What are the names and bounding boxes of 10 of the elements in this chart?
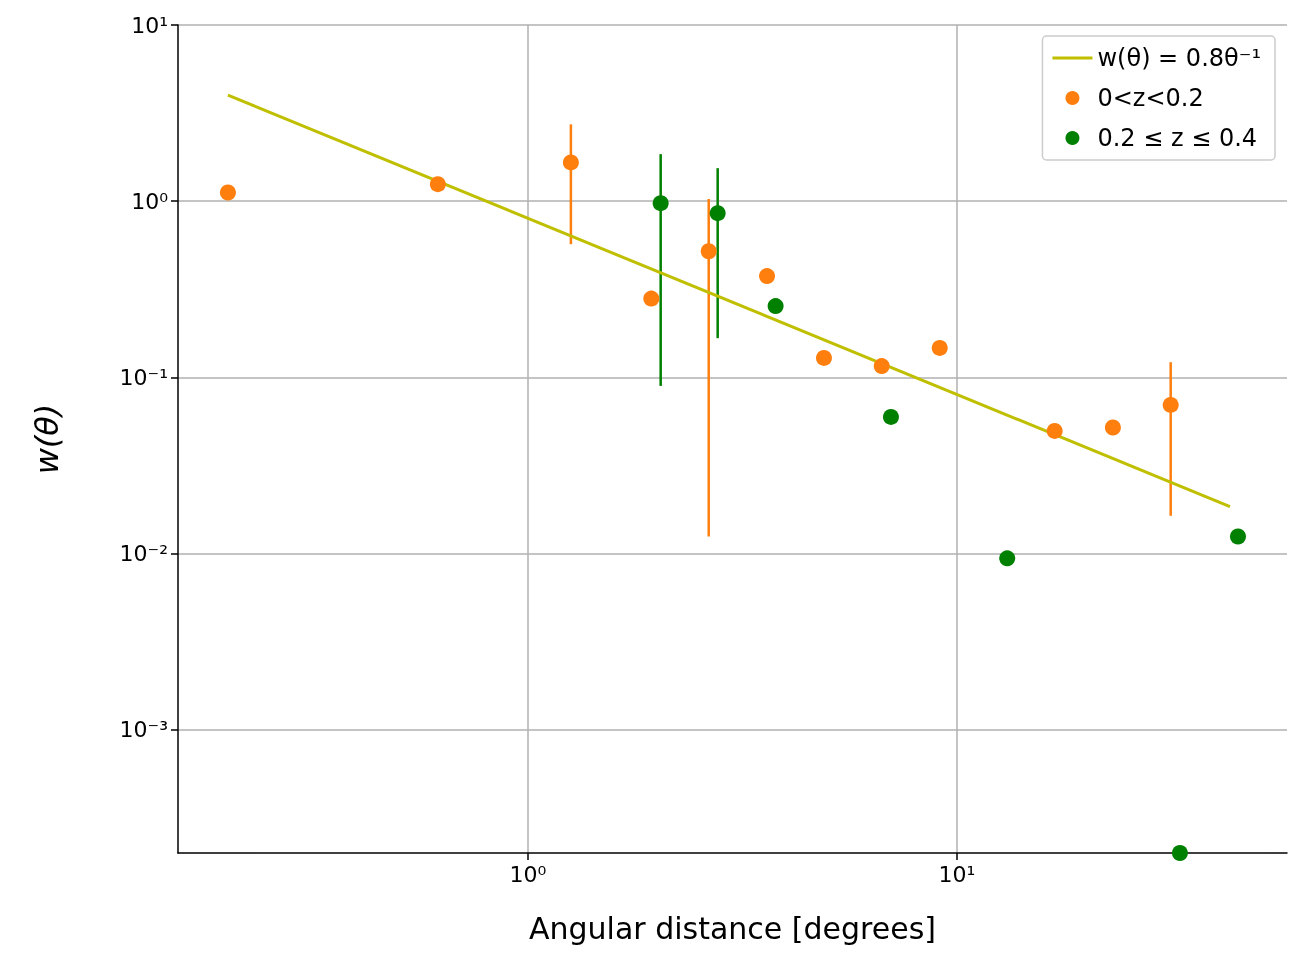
y-tick-label: 10⁻¹ bbox=[119, 364, 168, 390]
legend-label: w(θ) = 0.8θ⁻¹ bbox=[1097, 44, 1261, 72]
x-axis-title: Angular distance [degrees] bbox=[528, 910, 937, 946]
y-tick-label: 10⁻² bbox=[119, 541, 168, 567]
y-axis-title: w(θ) bbox=[28, 403, 66, 475]
legend-label: 0<z<0.2 bbox=[1097, 84, 1204, 112]
legend-label: 0.2 ≤ z ≤ 0.4 bbox=[1097, 124, 1258, 152]
y-tick-label: 10⁰ bbox=[131, 188, 169, 214]
y-tick-label: 10¹ bbox=[131, 12, 168, 38]
y-tick-label: 10⁻³ bbox=[119, 717, 168, 743]
